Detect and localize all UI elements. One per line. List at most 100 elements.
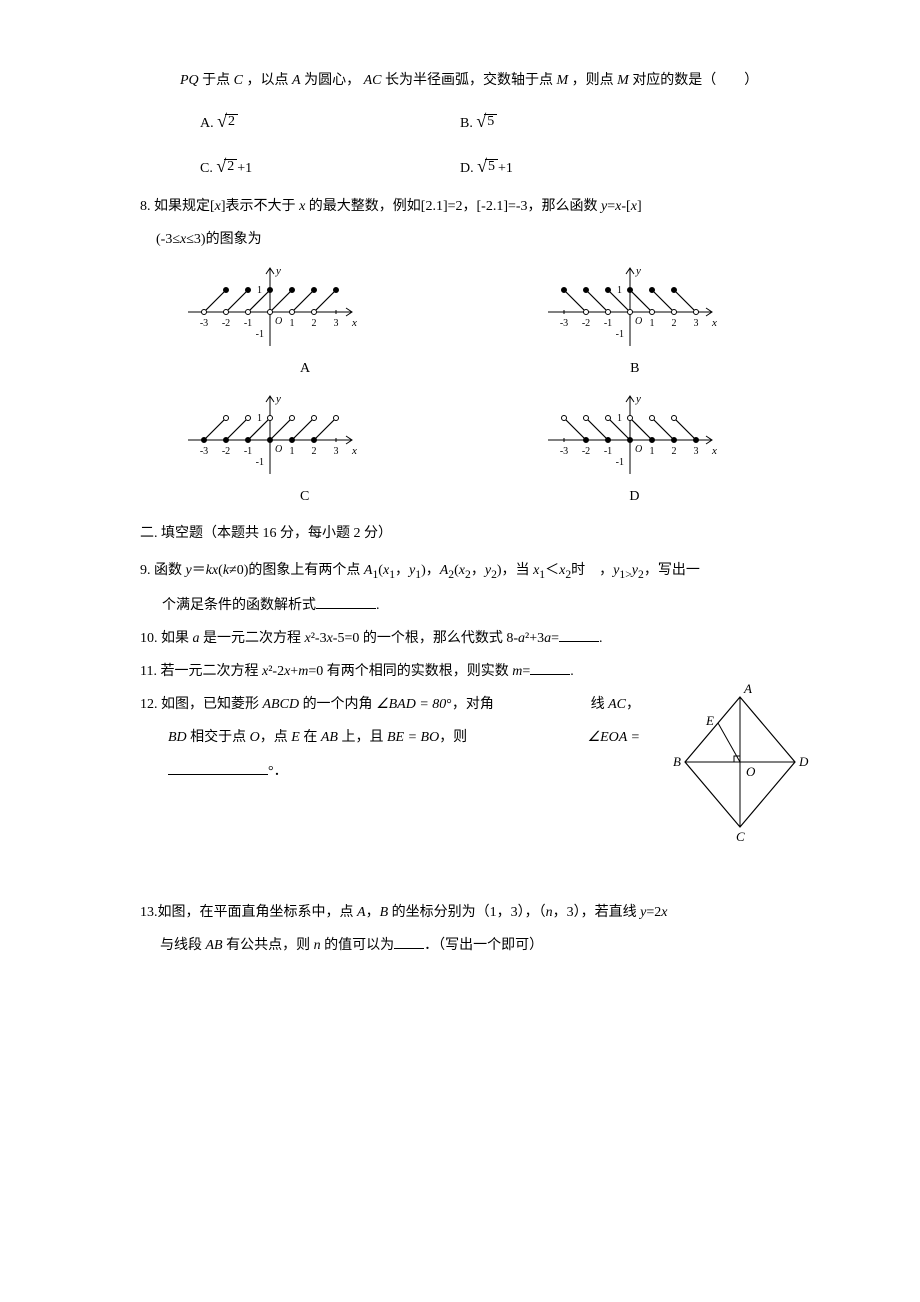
- t: 如图，在平面直角坐标系中，点: [158, 905, 358, 920]
- v: O: [250, 730, 260, 745]
- svg-text:-1: -1: [616, 457, 624, 468]
- svg-text:3: 3: [334, 446, 339, 457]
- var-a: A: [292, 73, 301, 88]
- q8-graphs: -3-2-11231-1yxO -3-2-11231-1yxO A B -3-2…: [180, 262, 820, 508]
- svg-text:x: x: [351, 445, 357, 457]
- v: A: [357, 905, 366, 920]
- t: 时 ，: [571, 563, 613, 578]
- suffix: +1: [498, 161, 513, 176]
- q9-text: 9. 函数 y＝kx(k≠0)的图象上有两个点 A1(x1，y1)，A2(x2，…: [140, 558, 820, 585]
- q7-choices-row1: A. √2 B. √5: [140, 105, 820, 137]
- t: 若一元二次方程: [160, 664, 262, 679]
- q7-choice-d: D. √5+1: [460, 150, 580, 182]
- t: -[: [621, 199, 630, 214]
- t: =2: [646, 905, 661, 920]
- t: ，: [395, 563, 409, 578]
- t: 是一元二次方程: [200, 631, 305, 646]
- svg-text:-1: -1: [256, 457, 264, 468]
- svg-text:O: O: [275, 444, 282, 455]
- t: 相交于点: [190, 730, 246, 745]
- var-pq: PQ: [180, 73, 199, 88]
- sqrt-val: 2: [224, 159, 237, 174]
- t: ]表示不大于: [221, 199, 299, 214]
- t: ＝: [192, 563, 206, 578]
- svg-text:1: 1: [650, 318, 655, 329]
- v: ∠EOA =: [588, 725, 640, 750]
- graph-c: -3-2-11231-1yxO: [180, 390, 360, 480]
- q8-text: 8. 如果规定[x]表示不大于 x 的最大整数，例如[2.1]=2，[-2.1]…: [140, 194, 820, 219]
- svg-text:-2: -2: [582, 446, 590, 457]
- v: B: [380, 905, 389, 920]
- v: m: [512, 664, 522, 679]
- label-b: B: [630, 356, 639, 381]
- graph-d: -3-2-11231-1yxO: [540, 390, 720, 480]
- q12-wrap: ABCDEO 12. 如图，已知菱形 ABCD 的一个内角 ∠BAD = 80°…: [140, 692, 820, 892]
- t: ，对角: [452, 697, 494, 712]
- svg-text:1: 1: [617, 413, 622, 424]
- var-ac: AC: [364, 73, 382, 88]
- v: a: [193, 631, 200, 646]
- t: =0 有两个相同的实数根，则实数: [308, 664, 512, 679]
- svg-text:x: x: [351, 317, 357, 329]
- label-c: C: [300, 484, 309, 509]
- t: .: [376, 598, 380, 613]
- t: ≠0)的图象上有两个点: [229, 563, 364, 578]
- svg-text:2: 2: [312, 318, 317, 329]
- blank-field[interactable]: [530, 661, 570, 675]
- t: 如果规定[: [154, 199, 215, 214]
- t: 的值可以为: [321, 938, 395, 953]
- blank-field[interactable]: [316, 595, 376, 609]
- graph-b: -3-2-11231-1yxO: [540, 262, 720, 352]
- t: .: [570, 664, 574, 679]
- label: C.: [200, 161, 213, 176]
- svg-text:B: B: [673, 754, 681, 769]
- label: B.: [460, 116, 473, 131]
- q10-text: 10. 如果 a 是一元二次方程 x²-3x-5=0 的一个根，那么代数式 8-…: [140, 626, 820, 651]
- svg-text:-3: -3: [560, 318, 568, 329]
- graph-label-row-2: C D: [180, 484, 820, 509]
- rhombus-diagram: ABCDEO: [660, 682, 820, 852]
- svg-text:1: 1: [257, 285, 262, 296]
- q7-choice-b: B. √5: [460, 105, 580, 137]
- svg-text:O: O: [635, 316, 642, 327]
- t: )，当: [497, 563, 533, 578]
- v: n: [314, 938, 321, 953]
- v: AB: [206, 938, 223, 953]
- v: a: [518, 631, 525, 646]
- t: -5=0 的一个根，那么代数式 8-: [333, 631, 518, 646]
- sqrt-val: 2: [225, 114, 238, 129]
- label: A.: [200, 116, 214, 131]
- label-d: D: [629, 484, 639, 509]
- svg-text:O: O: [746, 764, 756, 779]
- svg-text:y: y: [635, 393, 641, 405]
- blank-field[interactable]: [394, 935, 424, 949]
- num: 10.: [140, 631, 158, 646]
- svg-text:-1: -1: [244, 318, 252, 329]
- t: 如果: [161, 631, 193, 646]
- t: ，: [626, 697, 640, 712]
- svg-text:-3: -3: [200, 318, 208, 329]
- svg-text:2: 2: [312, 446, 317, 457]
- t: 的一个内角: [303, 697, 373, 712]
- svg-text:-1: -1: [616, 329, 624, 340]
- blank-field[interactable]: [168, 761, 268, 775]
- num: 13.: [140, 905, 158, 920]
- t: 上，且: [341, 730, 383, 745]
- v: kx: [206, 563, 218, 578]
- v: E: [291, 730, 300, 745]
- t: ．（写出一个即可）: [424, 938, 543, 953]
- blank-field[interactable]: [559, 628, 599, 642]
- label: D.: [460, 161, 474, 176]
- svg-text:-1: -1: [604, 446, 612, 457]
- svg-text:-2: -2: [222, 318, 230, 329]
- t: 函数: [154, 563, 186, 578]
- graph-row-2: -3-2-11231-1yxO -3-2-11231-1yxO: [180, 390, 820, 480]
- t: =: [607, 199, 615, 214]
- svg-text:A: A: [743, 682, 752, 696]
- svg-text:-3: -3: [560, 446, 568, 457]
- svg-text:C: C: [736, 829, 745, 844]
- svg-text:y: y: [275, 393, 281, 405]
- t: 线: [591, 697, 605, 712]
- svg-text:x: x: [711, 445, 717, 457]
- section-2-title: 二. 填空题（本题共 16 分，每小题 2 分）: [140, 521, 820, 546]
